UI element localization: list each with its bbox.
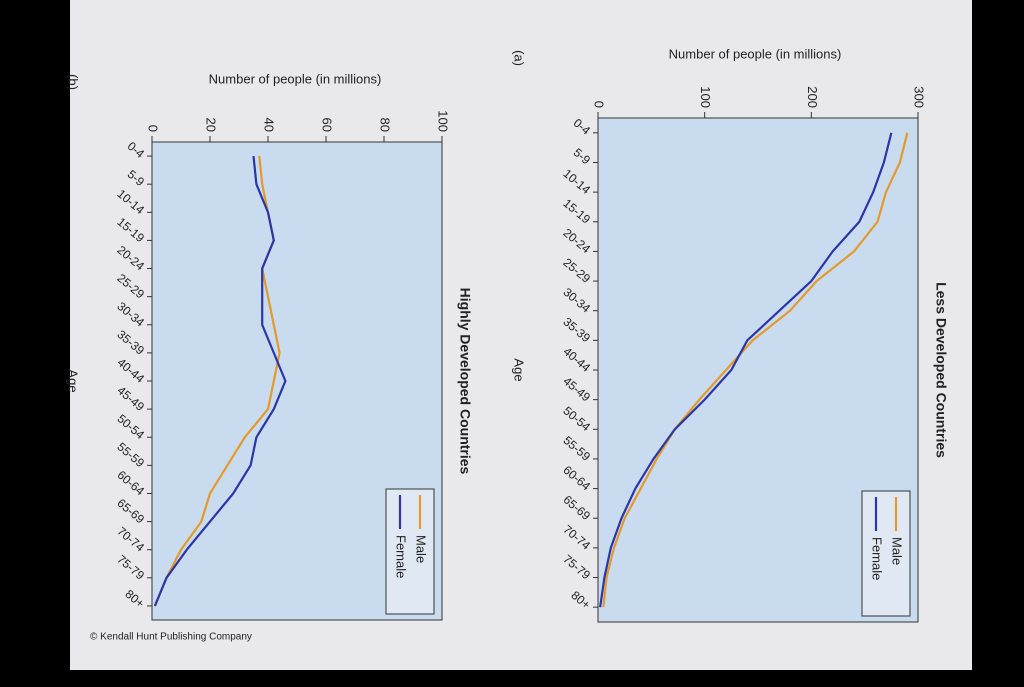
y-tick-label: 80 xyxy=(378,118,393,132)
legend-label: Female xyxy=(870,537,885,580)
credit: © Kendall Hunt Publishing Company xyxy=(90,632,252,643)
y-tick-label: 200 xyxy=(805,86,820,108)
y-tick-label: 300 xyxy=(912,86,927,108)
chart-title: Less Developed Countries xyxy=(933,282,949,458)
legend-label: Male xyxy=(414,535,429,563)
panel-label: (b) xyxy=(66,74,81,90)
panel-label: (a) xyxy=(512,50,527,66)
y-tick-label: 60 xyxy=(320,118,335,132)
series-line xyxy=(602,132,909,608)
y-tick-label: 0 xyxy=(146,125,161,132)
y-axis-label: Number of people (in millions) xyxy=(669,46,842,61)
legend-box xyxy=(861,490,911,617)
legend-label: Female xyxy=(394,535,409,578)
y-tick-label: 100 xyxy=(436,110,451,132)
x-axis-label: Age xyxy=(512,358,527,381)
series-line xyxy=(153,155,287,607)
y-axis-label: Number of people (in millions) xyxy=(209,71,382,86)
y-tick-label: 0 xyxy=(592,101,607,108)
chart-title: Highly Developed Countries xyxy=(457,288,473,475)
y-tick-label: 20 xyxy=(204,118,219,132)
legend-label: Male xyxy=(890,537,905,565)
series-line xyxy=(599,132,893,608)
legend-box xyxy=(385,488,435,615)
x-axis-label: Age xyxy=(66,369,81,392)
y-tick-label: 100 xyxy=(698,86,713,108)
y-tick-label: 40 xyxy=(262,118,277,132)
